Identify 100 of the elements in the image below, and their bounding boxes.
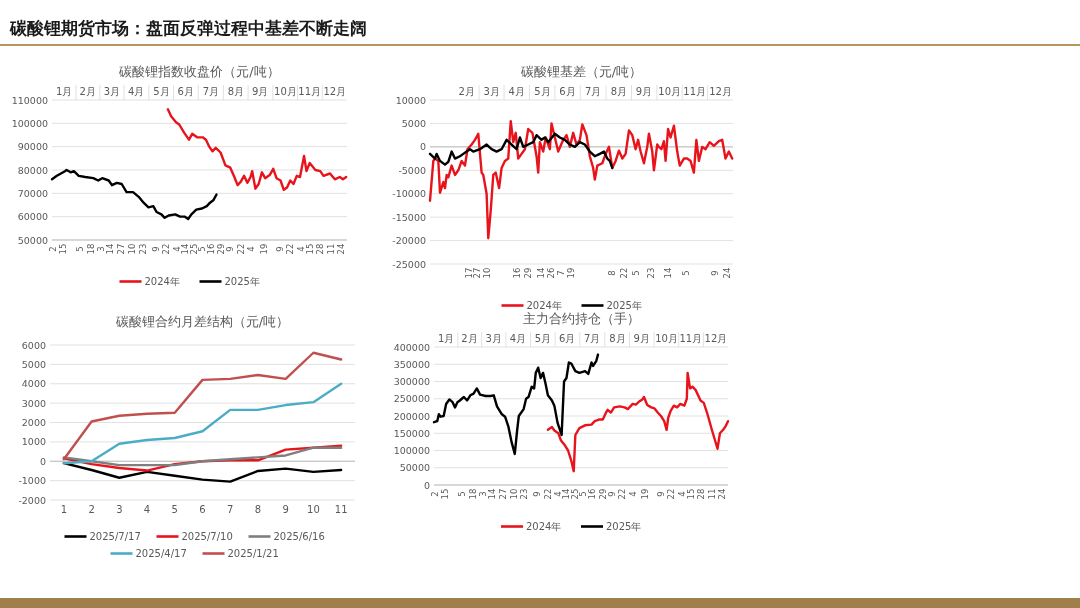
y-tick-label: 60000 [17,211,48,223]
x2-tick-label: 9月 [633,333,650,344]
y-tick-label: -10000 [392,188,426,200]
x-tick-label: 23 [645,267,656,279]
x2-tick-label: 11月 [298,86,322,97]
x-tick-label: 5 [196,246,207,252]
x-tick-label: 8 [254,504,262,515]
x-tick-label: 17 [464,267,475,279]
x-tick-label: 7 [555,270,566,276]
x2-tick-label: 10月 [655,333,678,344]
x-tick-label: 9 [225,246,236,252]
x2-tick-label: 4月 [508,86,525,97]
x2-tick-label: 3月 [483,86,500,97]
y-tick-label: 3000 [21,397,46,409]
line-series [166,108,348,192]
y-tick-label: -1000 [18,475,46,487]
chart-title: 碳酸锂合约月差结构（元/吨） [114,314,290,329]
y-tick-label: -5000 [398,164,426,176]
x2-tick-label: 7月 [584,86,602,97]
x2-tick-label: 10月 [658,86,682,97]
y-tick-label: 50000 [399,462,430,474]
x-tick-label: 27 [497,488,508,500]
x2-tick-label: 2月 [461,333,478,344]
y-tick-label: 250000 [393,393,430,405]
text: 碳酸锂期货市场：盘面反弹过程中基差不断走阔 [9,18,367,38]
x-tick-label: 5 [681,270,692,276]
x-tick-label: 9 [282,504,289,515]
x-tick-label: 16 [205,243,216,255]
x-tick-label: 15 [685,488,696,500]
legend-label: 2025年 [606,300,642,311]
x2-tick-label: 2月 [458,86,475,97]
y-tick-label: 70000 [17,187,48,199]
x2-tick-label: 12月 [323,86,347,97]
x-tick-label: 22 [235,243,246,255]
x2-tick-label: 5月 [153,86,170,97]
y-tick-label: 5000 [21,358,46,370]
x2-tick-label: 4月 [509,333,527,344]
x2-tick-label: 8月 [610,86,628,97]
x-tick-label: 9 [150,246,161,252]
x-tick-label: 28 [315,243,326,255]
line-series [62,382,343,465]
x-tick-label: 10 [307,504,320,515]
line-series [62,351,343,461]
x-tick-label: 1 [60,504,68,515]
x-tick-label: 4 [676,491,687,497]
y-tick-label: 0 [419,141,426,153]
x2-tick-label: 7月 [202,86,220,97]
x-tick-label: 15 [440,488,451,500]
y-tick-label: 10000 [395,94,426,106]
x-tick-label: 2 [88,504,95,515]
line-series [428,119,734,240]
x-tick-label: 18 [85,243,96,255]
x2-tick-label: 11月 [679,333,703,344]
x-tick-label: 2 [47,246,58,252]
x2-tick-label: 5月 [534,333,552,344]
x-tick-label: 22 [666,488,677,500]
x-tick-label: 3 [478,491,489,497]
x-tick-label: 11 [334,504,348,515]
x-tick-label: 4 [143,504,151,515]
x-tick-label: 29 [523,267,534,279]
x-tick-label: 4 [553,491,564,497]
line-series [50,168,218,221]
x-tick-label: 19 [639,488,650,500]
x-tick-label: 14 [561,488,572,500]
x-tick-label: 24 [717,488,728,500]
x2-tick-label: 5月 [534,86,551,97]
x-tick-label: 10 [508,488,519,500]
x-tick-label: 22 [618,267,629,279]
x-tick-label: 14 [535,267,546,279]
x2-tick-label: 11月 [683,86,707,97]
legend-label: 2024年 [526,300,562,311]
x-tick-label: 11 [706,488,717,500]
x2-tick-label: 2月 [79,86,96,97]
legend-label: 2024年 [526,521,562,532]
x-tick-label: 24 [336,243,347,255]
x2-tick-label: 1月 [55,86,73,97]
x-tick-label: 22 [542,488,553,500]
x2-tick-label: 12月 [709,86,732,97]
x-tick-label: 23 [137,243,148,255]
x2-tick-label: 8月 [227,86,245,97]
x-tick-label: 29 [597,488,608,500]
y-tick-label: 80000 [17,164,48,176]
legend-label: 2025/4/17 [135,548,187,559]
x-tick-label: 4 [627,491,638,497]
line-series [62,444,343,472]
x-tick-label: 3 [116,504,123,515]
x-tick-label: 4 [295,246,306,252]
x-tick-label: 24 [722,267,733,279]
x-tick-label: 16 [512,267,523,279]
x-tick-label: 27 [115,243,126,255]
x-tick-label: 9 [274,246,285,252]
x-tick-label: 7 [227,504,234,515]
x2-tick-label: 9月 [635,86,653,97]
x2-tick-label: 1月 [437,333,455,344]
legend-label: 2025/7/17 [89,531,141,542]
x-tick-label: 14 [179,243,190,255]
legend-label: 2024年 [144,276,180,287]
x-tick-label: 22 [285,243,296,255]
x-tick-label: 25 [188,243,199,255]
x-tick-label: 10 [127,243,138,255]
